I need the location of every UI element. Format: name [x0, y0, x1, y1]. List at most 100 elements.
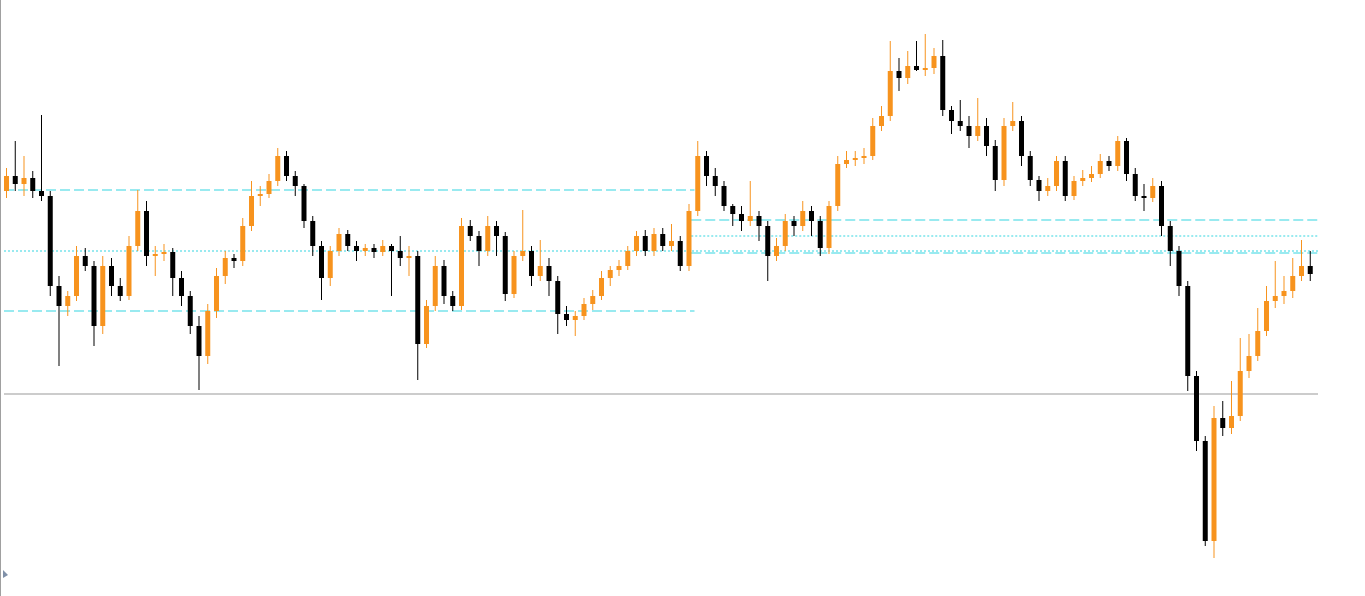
candle-body [415, 256, 421, 344]
candle-body [966, 126, 972, 136]
candle-body [1089, 174, 1094, 178]
candle-body [1097, 161, 1103, 174]
candle-body [266, 181, 272, 194]
candle-body [135, 211, 141, 246]
candle-body [424, 306, 429, 344]
candle-body [1299, 266, 1304, 276]
candle-body [257, 194, 263, 196]
candle-body [117, 286, 123, 296]
candle-body [91, 266, 97, 326]
candle-body [82, 256, 88, 266]
candle-body [319, 246, 324, 278]
candle-body [686, 211, 692, 266]
candle-body [170, 252, 176, 278]
candle-body [695, 156, 701, 211]
candle-body [914, 66, 919, 70]
candle-body [870, 126, 876, 156]
candle-body [940, 56, 946, 110]
candle-body [590, 296, 596, 304]
candle-body [922, 68, 928, 70]
candle-body [4, 176, 9, 191]
candle-body [747, 216, 753, 221]
candle-body [65, 296, 71, 306]
candle-body [844, 160, 849, 164]
candle-body [1124, 141, 1129, 174]
candle-body [800, 211, 806, 226]
candle-body [879, 116, 884, 126]
candle-body [327, 251, 333, 278]
candle-body [467, 226, 473, 236]
candle-body [336, 234, 342, 251]
candle-body [196, 326, 202, 356]
candle-body [1159, 186, 1164, 226]
candle-body [1150, 186, 1156, 198]
candle-body [1001, 126, 1007, 180]
candle-body [1027, 156, 1033, 180]
candle-body [126, 246, 132, 296]
candle-body [1176, 251, 1182, 286]
candle-body [704, 156, 709, 176]
candle-body [362, 248, 368, 251]
candle-body [187, 296, 193, 326]
candle-body [100, 266, 106, 326]
candle-body [380, 246, 386, 252]
candle-body [179, 278, 184, 296]
candle-body [651, 234, 657, 251]
candle-body [47, 196, 53, 286]
candle-body [555, 281, 561, 314]
candle-body [607, 270, 613, 278]
candle-body [39, 191, 44, 196]
candle-body [205, 311, 211, 356]
candle-body [1115, 141, 1121, 166]
candle-body [1062, 161, 1068, 196]
candle-body [1229, 416, 1234, 428]
candle-body [406, 256, 412, 258]
candle-body [354, 246, 359, 251]
candle-body [432, 266, 438, 306]
candle-body [572, 316, 578, 320]
candle-body [310, 221, 316, 246]
candle-body [957, 121, 963, 126]
candle-body [546, 266, 552, 281]
candle-body [809, 211, 814, 221]
candle-body [345, 234, 351, 246]
candle-body [1036, 180, 1042, 191]
candle-body [835, 164, 841, 206]
candle-body [1010, 121, 1016, 126]
candle-body [520, 251, 526, 256]
candle-body [1246, 356, 1252, 371]
candle-body [231, 258, 237, 261]
candle-body [222, 258, 228, 276]
candle-body [1272, 296, 1278, 301]
candle-body [861, 156, 867, 158]
candle-body [74, 256, 79, 296]
candle-body [975, 126, 981, 136]
candle-body [494, 226, 499, 236]
candle-body [1264, 301, 1269, 331]
candle-body [826, 206, 832, 248]
candle-body [537, 266, 543, 276]
candle-body [56, 286, 62, 306]
candle-body [214, 276, 219, 311]
candle-body [441, 266, 447, 296]
candle-body [896, 71, 902, 78]
candle-body [1220, 418, 1226, 428]
candle-body [397, 251, 403, 258]
candle-body [30, 178, 36, 191]
candle-body [1167, 226, 1173, 251]
candle-body [1290, 276, 1296, 291]
candle-body [774, 246, 779, 256]
candle-body [459, 226, 464, 306]
candle-body [669, 241, 674, 246]
candle-body [634, 236, 639, 251]
candle-body [1255, 331, 1261, 356]
candle-body [1106, 161, 1112, 166]
candle-body [931, 56, 937, 68]
candle-body [791, 221, 797, 226]
candle-body [389, 246, 394, 251]
candle-body [599, 278, 604, 296]
candle-body [275, 156, 281, 181]
candle-body [1281, 291, 1287, 296]
candle-body [782, 221, 788, 246]
